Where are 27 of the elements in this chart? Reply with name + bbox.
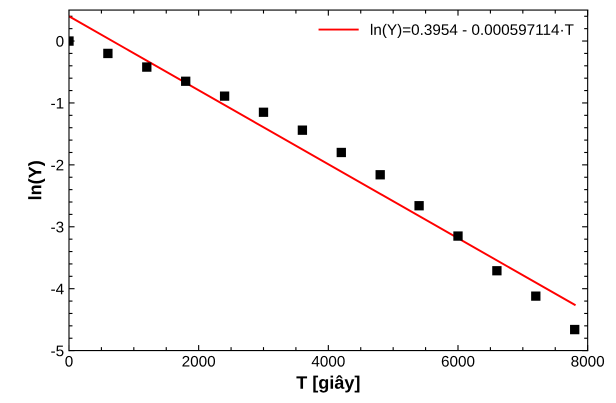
point (103, 48, 113, 58)
x-tick-label: 8000 (571, 356, 604, 367)
point (298, 126, 308, 135)
point (531, 291, 540, 301)
legend-label: ln(Y)=0.3954 - 0.000597114·T (370, 24, 574, 38)
point (376, 170, 385, 180)
x-axis-title: T [giây] (296, 375, 360, 393)
y-axis-title: ln(Y) (28, 161, 45, 200)
point (220, 91, 230, 101)
x-tick-label: 0 (65, 356, 73, 367)
x-tick-label: 2000 (182, 356, 216, 367)
y-tick-label: -3 (51, 222, 64, 232)
point (570, 324, 580, 334)
y-tick-label: -1 (51, 98, 64, 108)
y-tick-label: -5 (51, 346, 64, 356)
y-tick-label: -2 (51, 160, 64, 170)
y-tick-label: 0 (56, 36, 64, 47)
y-tick-label: -4 (51, 284, 64, 294)
x-tick-label: 6000 (442, 356, 474, 367)
point (414, 201, 424, 210)
point (181, 76, 190, 86)
x-tick-label: 4000 (312, 356, 345, 367)
point (453, 231, 463, 241)
point (142, 62, 152, 72)
point (258, 108, 268, 117)
point (336, 148, 346, 158)
point (492, 266, 502, 276)
